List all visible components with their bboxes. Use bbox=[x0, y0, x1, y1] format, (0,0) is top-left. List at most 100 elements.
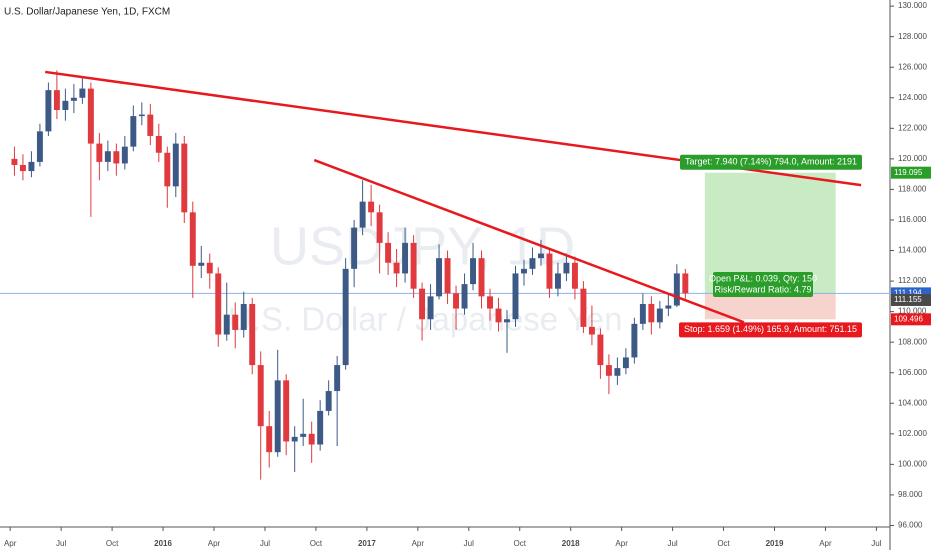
y-tick-label: 114.000 bbox=[898, 246, 927, 255]
x-tick-label: Apr bbox=[4, 539, 17, 548]
candle-body bbox=[665, 305, 672, 309]
candle-body bbox=[223, 314, 230, 335]
candle-body bbox=[11, 158, 18, 165]
candle-body bbox=[172, 143, 179, 187]
y-tick-label: 100.000 bbox=[898, 459, 927, 468]
x-tick-label: Jul bbox=[871, 539, 881, 548]
entry-tag-box bbox=[891, 293, 931, 306]
candle-body bbox=[521, 268, 527, 274]
candle-body bbox=[266, 426, 273, 453]
candle-body bbox=[512, 273, 519, 320]
last-price-tag: 111.194 bbox=[894, 288, 922, 297]
target-tag-box bbox=[891, 166, 931, 179]
candle-body bbox=[478, 258, 485, 297]
candle-body bbox=[155, 135, 162, 153]
y-tick-label: 112.000 bbox=[898, 276, 927, 285]
x-tick-label: Apr bbox=[819, 539, 832, 548]
candle-body bbox=[461, 284, 468, 309]
stop-tag: 109.496 bbox=[894, 314, 923, 323]
x-tick-label: Oct bbox=[514, 539, 527, 548]
target-label-box bbox=[680, 154, 862, 170]
candle-body bbox=[342, 268, 349, 366]
y-tick-label: 104.000 bbox=[898, 398, 927, 407]
candle-body bbox=[138, 114, 145, 117]
x-tick-label: 2018 bbox=[562, 539, 580, 548]
watermark: USDJPY, 1D bbox=[270, 216, 575, 276]
target-label: Target: 7.940 (7.14%) 794.0, Amount: 219… bbox=[685, 157, 857, 167]
candle-body bbox=[648, 303, 655, 323]
candle-body bbox=[308, 433, 315, 445]
candle-body bbox=[79, 88, 86, 98]
candle-body bbox=[283, 380, 290, 442]
entry-tag: 111.155 bbox=[894, 295, 922, 304]
candle-body bbox=[444, 258, 451, 294]
candle-body bbox=[19, 164, 26, 172]
candle-body bbox=[274, 380, 281, 453]
x-tick-label: Apr bbox=[615, 539, 628, 548]
ratio-label: Risk/Reward Ratio: 4.79 bbox=[714, 284, 811, 294]
target-tag: 119.095 bbox=[894, 168, 923, 177]
y-tick-label: 96.000 bbox=[898, 521, 923, 530]
y-tick-label: 108.000 bbox=[898, 337, 927, 346]
candle-body bbox=[495, 308, 502, 323]
stop-tag-box bbox=[891, 313, 931, 326]
y-tick-label: 118.000 bbox=[898, 185, 927, 194]
pnl-label: Open P&L: 0.039, Qty: 150 bbox=[709, 273, 817, 283]
candle-body bbox=[487, 296, 493, 309]
y-tick-label: 116.000 bbox=[898, 215, 927, 224]
candle-body bbox=[546, 253, 553, 289]
candle-body bbox=[639, 303, 646, 324]
candle-body bbox=[164, 152, 171, 187]
candle-body bbox=[240, 303, 247, 330]
candle-body bbox=[45, 90, 52, 132]
x-tick-label: Jul bbox=[56, 539, 66, 548]
candle-body bbox=[113, 151, 120, 164]
candle-body bbox=[385, 242, 392, 263]
candle-body bbox=[622, 357, 629, 369]
x-tick-label: Jul bbox=[667, 539, 677, 548]
candle-body bbox=[470, 258, 476, 285]
chart-title: U.S. Dollar/Japanese Yen, 1D, FXCM bbox=[4, 7, 170, 18]
candle-body bbox=[673, 273, 680, 306]
candle-body bbox=[351, 227, 358, 269]
candle-body bbox=[427, 296, 434, 320]
candle-body bbox=[62, 100, 69, 110]
x-tick-label: Oct bbox=[310, 539, 323, 548]
candle-body bbox=[410, 242, 417, 289]
candle-body bbox=[393, 262, 400, 274]
candle-body bbox=[537, 253, 544, 259]
y-tick-label: 120.000 bbox=[898, 154, 927, 163]
candle-body bbox=[300, 433, 307, 437]
candle-body bbox=[70, 97, 77, 101]
candle-body bbox=[36, 131, 43, 162]
candle-body bbox=[249, 303, 256, 366]
y-tick-label: 124.000 bbox=[898, 93, 927, 102]
x-tick-label: Apr bbox=[412, 539, 425, 548]
candle-body bbox=[87, 88, 94, 144]
y-tick-label: 130.000 bbox=[898, 1, 927, 10]
candle-body bbox=[257, 365, 264, 427]
candle-body bbox=[605, 365, 612, 376]
watermark-subtitle: U.S. Dollar / Japanese Yen bbox=[228, 301, 622, 338]
candle-body bbox=[436, 258, 443, 297]
candle-body bbox=[368, 201, 375, 213]
x-tick-label: Apr bbox=[208, 539, 221, 548]
candle-body bbox=[181, 143, 188, 213]
candle-body bbox=[325, 391, 332, 411]
candle-body bbox=[682, 273, 689, 294]
y-tick-label: 122.000 bbox=[898, 123, 927, 132]
candle-body bbox=[198, 262, 205, 266]
candle-body bbox=[232, 314, 239, 330]
stop-label-box bbox=[679, 322, 862, 338]
y-tick-label: 110.000 bbox=[898, 307, 927, 316]
candle-body bbox=[291, 436, 298, 442]
candle-body bbox=[121, 146, 128, 164]
y-tick-label: 102.000 bbox=[898, 429, 927, 438]
y-tick-label: 106.000 bbox=[898, 368, 927, 377]
y-tick-label: 128.000 bbox=[898, 32, 927, 41]
x-tick-label: Jul bbox=[464, 539, 474, 548]
candle-body bbox=[419, 288, 426, 320]
y-tick-label: 98.000 bbox=[898, 490, 923, 499]
trend-line bbox=[313, 158, 745, 324]
candle-body bbox=[104, 151, 111, 162]
